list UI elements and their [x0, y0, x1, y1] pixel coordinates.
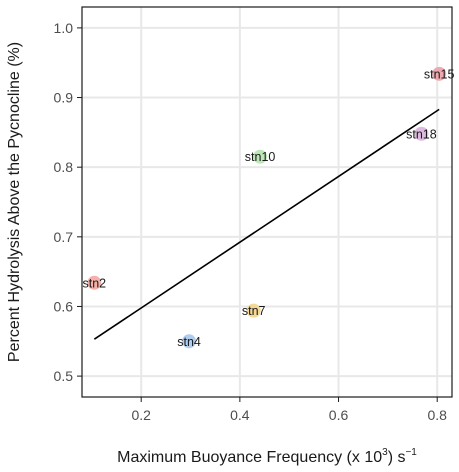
point-label: stn10 — [245, 150, 276, 164]
point-marker — [182, 334, 197, 349]
x-axis-title-exponent: 3 — [382, 447, 388, 458]
plot-frame — [81, 6, 453, 398]
point-marker — [253, 149, 268, 164]
point-label: stn7 — [242, 304, 266, 318]
point-label: stn4 — [177, 335, 201, 349]
x-tick-label: 0.6 — [329, 407, 349, 423]
point-marker — [246, 303, 261, 318]
x-axis-title-prefix: Maximum Buoyance Frequency (x 10 — [117, 449, 382, 466]
point-marker — [87, 275, 102, 290]
axis-ticks: 0.2 0.4 0.6 0.8 0.5 0.6 0.7 0.8 0.9 1.0 — [54, 20, 448, 423]
fit-line-group — [93, 108, 440, 340]
point-label: stn15 — [424, 67, 455, 81]
point-marker — [432, 66, 447, 81]
x-tick-label: 0.8 — [427, 407, 447, 423]
data-points: stn2 stn4 stn7 stn10 stn15 stn18 — [83, 66, 455, 349]
y-tick-label: 0.5 — [54, 368, 74, 384]
y-tick-label: 1.0 — [54, 20, 74, 36]
x-axis-title-unit-exponent: −1 — [405, 447, 417, 458]
point-marker — [414, 126, 429, 141]
point-label: stn18 — [406, 127, 437, 141]
y-tick-label: 0.9 — [54, 90, 74, 106]
y-axis-title: Percent Hydrolysis Above the Pycnocline … — [6, 42, 23, 362]
y-tick-label: 0.6 — [54, 298, 74, 314]
x-axis-title-middle: ) s — [388, 449, 406, 466]
x-tick-label: 0.4 — [230, 407, 250, 423]
grid-lines — [82, 7, 452, 397]
point-label: stn2 — [83, 276, 107, 290]
y-tick-label: 0.7 — [54, 229, 74, 245]
fit-line — [93, 108, 440, 340]
x-tick-label: 0.2 — [131, 407, 151, 423]
y-tick-label: 0.8 — [54, 159, 74, 175]
x-axis-title: Maximum Buoyance Frequency (x 103) s−1 — [117, 447, 417, 466]
